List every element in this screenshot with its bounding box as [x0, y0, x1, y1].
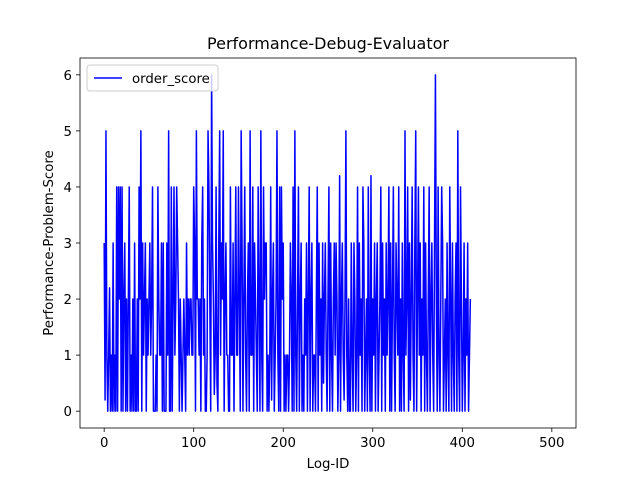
x-tick-label: 200 — [271, 436, 296, 451]
x-tick-label: 500 — [539, 436, 564, 451]
y-tick-label: 0 — [64, 405, 72, 420]
series-layer — [103, 74, 472, 412]
series-line-order-score — [103, 74, 472, 412]
x-tick-label: 100 — [181, 436, 206, 451]
x-tick-label: 0 — [100, 436, 108, 451]
x-tick-label: 400 — [450, 436, 475, 451]
y-axis-label: Performance-Problem-Score — [42, 150, 57, 335]
legend: order_score — [86, 64, 219, 92]
y-tick-label: 5 — [64, 125, 72, 140]
legend-box — [86, 64, 219, 92]
y-tick-label: 6 — [64, 69, 72, 84]
x-tick-label: 300 — [360, 436, 385, 451]
y-tick-label: 1 — [64, 349, 72, 364]
chart-title: Performance-Debug-Evaluator — [207, 34, 449, 53]
y-tick-label: 4 — [64, 181, 72, 196]
y-tick-label: 3 — [64, 237, 72, 252]
x-axis-ticks: 0 100 200 300 400 500 — [100, 428, 565, 451]
x-axis-label: Log-ID — [307, 457, 350, 472]
y-axis-ticks: 0 1 2 3 4 5 6 — [64, 69, 80, 420]
legend-entry-order-score: order_score — [132, 72, 210, 87]
y-tick-label: 2 — [64, 293, 72, 308]
